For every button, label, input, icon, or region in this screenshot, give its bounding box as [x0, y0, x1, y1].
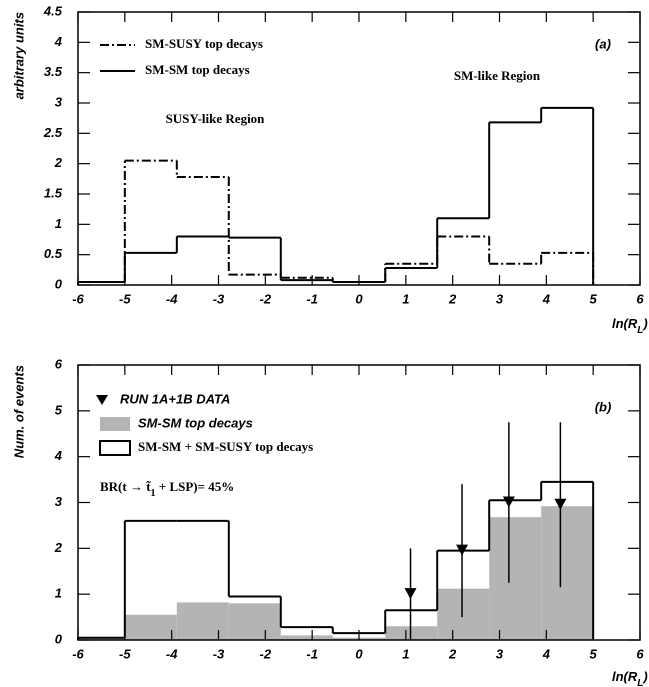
x-axis-title: ln(RL) [612, 316, 648, 336]
panel: -6 -5 -4 -3 -2 -1 0 1 2 3 4 5 6 0 1 2 3 4 5 6 Num. of events… [11, 356, 644, 661]
x-tick-label: -5 [119, 291, 131, 306]
y-tick-label: 0 [55, 276, 63, 291]
y-axis-title: arbitrary units [11, 12, 26, 99]
y-tick-label: 1 [55, 586, 62, 601]
y-tick-label: 1 [55, 216, 62, 231]
x-tick-label: -2 [260, 291, 272, 306]
legend-label: SM-SUSY top decays [145, 36, 263, 51]
panel: -6 -5 -4 -3 -2 -1 0 1 2 3 4 5 6 0 0.5 1 1.5 2 2.5 3 3.5 4 4.5 a… [11, 3, 644, 306]
x-axis-title: ln(RL) [612, 669, 648, 687]
bar [541, 506, 594, 640]
panel-label: (b) [595, 399, 612, 414]
y-tick-label: 6 [55, 356, 63, 371]
data-point [502, 496, 515, 508]
text-part: ) [641, 669, 647, 684]
bar [78, 637, 125, 640]
text-part: ln(R [612, 316, 638, 331]
data-point [404, 588, 417, 600]
x-tick-label: -3 [213, 646, 225, 661]
y-tick-label: 5 [55, 402, 63, 417]
x-tick-label: 1 [402, 291, 409, 306]
x-tick-label: 3 [496, 291, 504, 306]
panel-label: (a) [595, 36, 611, 51]
legend-label: SM-SM + SM-SUSY top decays [138, 439, 313, 454]
y-tick-label: 3.5 [44, 64, 63, 79]
data-point [554, 498, 567, 510]
annotation: SUSY-like Region [166, 111, 266, 126]
y-tick-label: 0 [55, 631, 63, 646]
y-tick-label: 3 [55, 94, 63, 109]
x-tick-label: 0 [355, 291, 363, 306]
bar [489, 517, 542, 640]
y-axis-title: Num. of events [11, 365, 26, 458]
y-tick-label: 4 [54, 448, 63, 463]
y-tick-label: 4.5 [43, 3, 63, 18]
x-tick-label: 5 [590, 646, 598, 661]
x-tick-label: -5 [119, 646, 131, 661]
y-tick-label: 3 [55, 494, 63, 509]
y-tick-label: 2 [54, 540, 63, 555]
bar [228, 603, 281, 640]
legend-symbol [96, 395, 108, 405]
x-tick-label: 6 [636, 646, 644, 661]
x-tick-label: 4 [542, 646, 551, 661]
bar [124, 614, 177, 640]
text-part: 1 [151, 488, 156, 499]
legend-label: SM-SM top decays [145, 62, 250, 77]
bar [437, 588, 490, 640]
x-tick-label: 3 [496, 646, 504, 661]
text-part: BR(t → t̃ [100, 479, 151, 494]
text-part: L [637, 678, 643, 687]
y-tick-label: 4 [54, 34, 63, 49]
x-tick-label: -2 [260, 646, 272, 661]
legend-symbol [100, 417, 130, 431]
legend-label: SM-SM top decays [138, 415, 253, 430]
x-tick-label: -3 [213, 291, 225, 306]
bar [280, 635, 333, 640]
y-tick-label: 2.5 [43, 125, 63, 140]
annotation: SM-like Region [454, 68, 541, 83]
legend-symbol [99, 440, 131, 456]
x-tick-label: -6 [72, 291, 84, 306]
x-tick-label: -1 [306, 291, 318, 306]
x-tick-label: 1 [402, 646, 409, 661]
annotation: BR(t → t̃1 + LSP)= 45% [100, 479, 234, 499]
text-part: L [637, 325, 643, 336]
x-tick-label: -4 [166, 646, 178, 661]
x-tick-label: -6 [72, 646, 84, 661]
plot-frame [77, 11, 641, 286]
x-tick-label: -4 [166, 291, 178, 306]
legend-label: RUN 1A+1B DATA [120, 391, 230, 406]
bar [176, 602, 229, 640]
x-tick-label: 4 [542, 291, 551, 306]
y-tick-label: 0.5 [44, 246, 63, 261]
x-tick-label: 2 [448, 291, 457, 306]
y-tick-label: 2 [54, 155, 63, 170]
text-part: ) [641, 316, 647, 331]
x-tick-label: 6 [636, 291, 644, 306]
text-part: ln(R [612, 669, 638, 684]
x-tick-label: 5 [590, 291, 598, 306]
x-tick-label: 0 [355, 646, 363, 661]
text-part: + LSP)= 45% [156, 479, 235, 494]
x-tick-label: 2 [448, 646, 457, 661]
x-tick-label: -1 [306, 646, 318, 661]
y-tick-label: 1.5 [44, 185, 63, 200]
data-point [456, 544, 469, 556]
